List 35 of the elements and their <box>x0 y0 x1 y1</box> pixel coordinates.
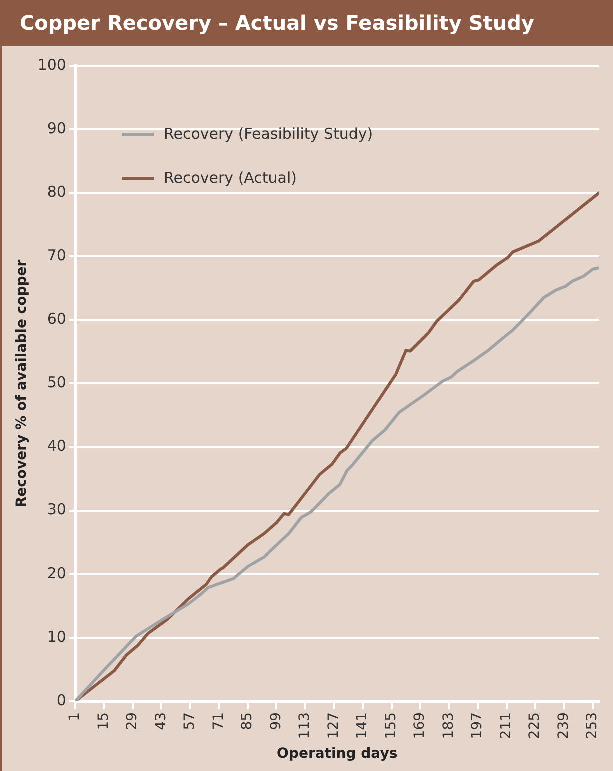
x-axis-title: Operating days <box>277 746 398 762</box>
y-tick-label: 100 <box>38 56 66 74</box>
y-tick-label: 60 <box>47 310 66 328</box>
x-tick-label: 141 <box>354 712 371 740</box>
x-tick-label: 43 <box>153 712 170 730</box>
x-tick-label: 253 <box>584 712 601 740</box>
y-tick-label: 80 <box>47 182 66 201</box>
y-tick-label: 70 <box>47 246 66 265</box>
x-tick-label: 211 <box>498 712 514 740</box>
x-tick-label: 1 <box>67 712 84 722</box>
x-tick-label: 57 <box>182 712 198 730</box>
x-tick-label: 197 <box>470 712 486 740</box>
y-tick-label: 0 <box>56 691 66 710</box>
y-axis-title: Recovery % of available copper <box>14 260 30 508</box>
y-tick-label: 20 <box>47 564 66 582</box>
x-tick-label: 29 <box>124 712 141 730</box>
x-tick-label: 155 <box>383 712 400 740</box>
x-tick-label: 127 <box>326 712 342 740</box>
y-tick-label: 90 <box>47 119 66 138</box>
x-tick-label: 239 <box>556 712 572 740</box>
y-tick-label: 40 <box>47 437 66 456</box>
y-tick-label: 30 <box>47 500 66 519</box>
legend-label: Recovery (Actual) <box>164 169 298 187</box>
legend-label: Recovery (Feasibility Study) <box>164 125 374 143</box>
x-tick-label: 225 <box>527 712 544 740</box>
x-tick-label: 71 <box>210 712 227 730</box>
chart-title: Copper Recovery – Actual vs Feasibility Study <box>2 0 613 46</box>
x-tick-label: 183 <box>440 712 457 740</box>
y-tick-label: 50 <box>47 374 66 392</box>
x-tick-label: 15 <box>96 712 112 730</box>
x-tick-label: 169 <box>412 712 428 740</box>
x-tick-label: 113 <box>297 712 314 740</box>
x-tick-label: 85 <box>240 712 256 730</box>
x-tick-label: 99 <box>268 712 284 730</box>
y-tick-label: 10 <box>47 628 66 646</box>
